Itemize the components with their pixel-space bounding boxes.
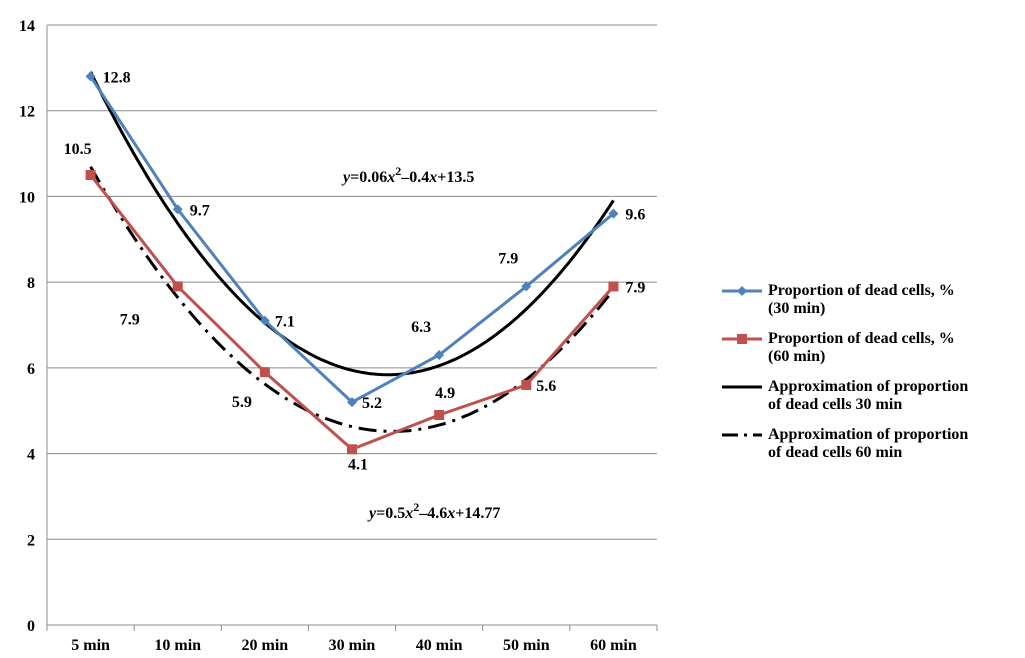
legend-swatch-red-square [722,334,762,344]
data-point [172,204,183,215]
data-label: 7.1 [275,314,295,331]
data-label: 4.9 [435,385,455,402]
equation-60min: y=0.5x2–4.6x+14.77 [367,500,500,522]
data-point [347,444,357,455]
data-point [85,170,96,180]
legend-label: (30 min) [768,300,826,317]
gridlines [47,24,657,540]
data-point [259,315,270,326]
data-point [608,208,619,219]
legend-label: of dead cells 60 min [768,444,903,461]
data-point [434,350,445,360]
data-point [608,281,619,292]
data-point [434,410,445,420]
y-tick-label: 4 [27,447,35,464]
legend-label: Approximation of proportion [768,378,969,395]
series [85,71,619,455]
legend-item-fit-60min: Approximation of proportion of dead cell… [720,426,1020,462]
data-label: 5.2 [362,395,382,412]
x-tick-label: 40 min [416,637,463,654]
data-labels: 12.8 9.7 7.1 5.2 6.3 7.9 9.6 10.5 7.9 5.9 4.1 4.9 5.… [64,69,646,473]
data-label: 12.8 [103,69,131,86]
series-line-60min [89,174,615,452]
x-tick-label: 50 min [503,637,550,654]
x-tick-label: 5 min [71,637,110,654]
x-tick-label: 10 min [154,637,201,654]
legend-swatch-dashdot-black [722,433,762,437]
y-tick-labels: 0 2 4 6 8 10 12 14 [19,18,35,635]
series-line-30min [89,75,615,404]
legend-item-60min: Proportion of dead cells, % (60 min) [720,330,1020,366]
x-tick-label: 20 min [242,637,289,654]
legend-item-30min: Proportion of dead cells, % (30 min) [720,282,1020,318]
data-label: 5.9 [232,394,252,411]
data-point [259,367,270,378]
data-label: 5.6 [536,378,556,395]
y-tick-label: 6 [27,361,35,378]
legend-label: Proportion of dead cells, % [768,282,955,299]
legend-swatch-solid-black [722,385,762,389]
legend-swatch-blue-diamond [722,286,762,296]
data-label: 9.6 [625,207,645,224]
equation-30min: y=0.06x2–0.4x+13.5 [341,164,474,186]
legend-label: Proportion of dead cells, % [768,330,955,347]
data-point [521,281,532,292]
y-tick-label: 8 [27,275,35,292]
legend-label: of dead cells 30 min [768,396,903,413]
data-label: 9.7 [190,202,210,219]
data-label: 10.5 [64,141,92,158]
data-label: 7.9 [120,311,140,328]
data-point [85,71,96,82]
legend-label: Approximation of proportion [768,426,969,443]
legend-label: (60 min) [768,348,826,365]
data-point [172,281,183,292]
legend-item-fit-30min: Approximation of proportion of dead cell… [720,378,1020,414]
y-tick-label: 0 [27,618,35,635]
y-tick-label: 2 [27,532,35,549]
y-tick-label: 10 [19,189,35,206]
x-tick-label: 60 min [590,637,637,654]
data-label: 4.1 [348,456,368,473]
data-label: 7.9 [498,250,518,267]
y-tick-label: 12 [19,104,35,121]
y-tick-label: 14 [19,18,35,35]
x-tick-labels: 5 min 10 min 20 min 30 min 40 min 50 min 60 mi… [71,637,637,654]
data-label: 7.9 [625,279,645,296]
x-tick-label: 30 min [329,637,376,654]
trendline-30min [89,71,615,377]
data-point [347,397,357,408]
axes [46,25,658,631]
data-point [521,380,532,390]
data-label: 6.3 [411,319,431,336]
trendline-60min [89,165,615,433]
legend: Proportion of dead cells, % (30 min) Pro… [720,282,1020,474]
trendlines [89,71,615,433]
